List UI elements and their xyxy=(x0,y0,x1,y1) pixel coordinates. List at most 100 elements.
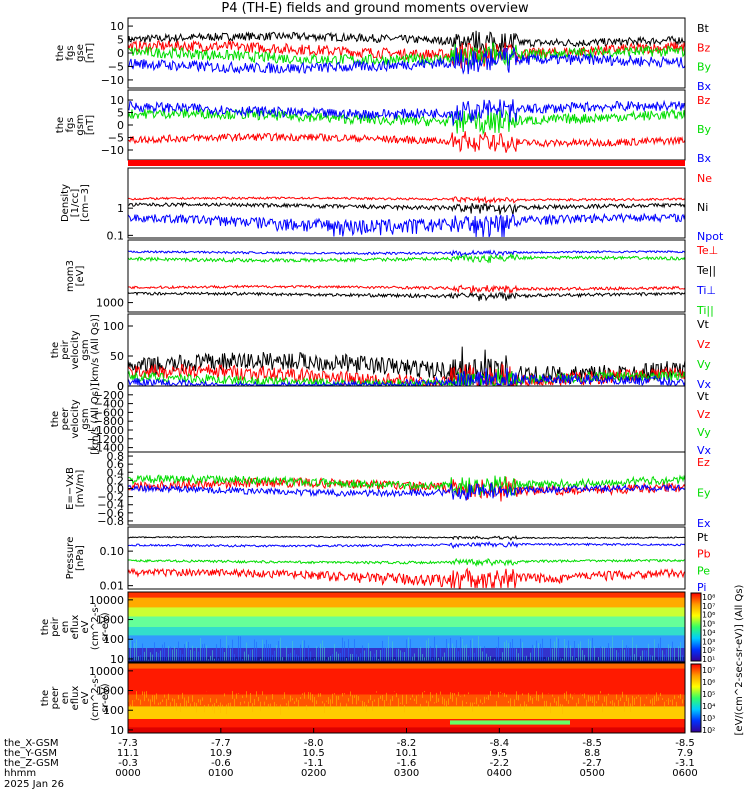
spectrogram-streak xyxy=(422,654,423,661)
colorbar-tick: 10⁴ xyxy=(702,628,715,637)
spectrogram-streak xyxy=(130,704,131,710)
spectrogram-streak xyxy=(462,638,463,661)
spectrogram-streak xyxy=(610,701,611,704)
x-tick-label: 7.9 xyxy=(677,748,693,759)
spectrogram-streak xyxy=(276,645,277,661)
spectrogram-streak xyxy=(402,652,403,661)
spectrogram-streak xyxy=(264,701,265,706)
panel-frame xyxy=(127,526,686,590)
spectrogram-streak xyxy=(326,700,327,702)
spectrogram-streak xyxy=(546,656,547,661)
spectrogram-streak xyxy=(634,654,635,661)
spectrogram-streak xyxy=(382,640,383,661)
colorbar-tick: 10⁷ xyxy=(702,602,715,611)
spectrogram-streak xyxy=(444,652,445,661)
y-axis-label: mom3 xyxy=(65,260,76,292)
colorbar-tick: 10³ xyxy=(702,637,715,646)
series-line-Te⊥ xyxy=(127,284,686,295)
spectrogram-streak xyxy=(518,695,519,701)
y-tick-label: −0.8 xyxy=(97,515,124,528)
spectrogram-streak xyxy=(582,694,583,696)
spectrogram-streak xyxy=(482,702,483,705)
spectrogram-streak xyxy=(584,654,585,661)
legend-Ez: Ez xyxy=(697,456,710,469)
spectrogram-streak xyxy=(526,655,527,661)
spectrogram-streak xyxy=(222,647,223,661)
spectrogram-streak xyxy=(248,654,249,661)
spectrogram-streak xyxy=(472,702,473,712)
spectrogram-streak xyxy=(662,698,663,701)
spectrogram-band xyxy=(128,663,685,670)
spectrogram-streak xyxy=(218,704,219,710)
spectrogram-streak xyxy=(552,648,553,661)
spectrogram-streak xyxy=(480,646,481,661)
spectrogram-streak xyxy=(430,692,431,702)
spectrogram-streak xyxy=(376,691,377,693)
spectrogram-streak xyxy=(226,704,227,715)
x-row-label: hhmm xyxy=(4,768,36,779)
spectrogram-streak xyxy=(600,646,601,661)
spectrogram-streak xyxy=(502,652,503,661)
series-line-Ti⊥ xyxy=(127,249,686,258)
spectrogram-band xyxy=(128,592,685,599)
spectrogram-streak xyxy=(466,644,467,661)
y-tick-label: −800 xyxy=(94,415,124,428)
series-line-Ni xyxy=(127,201,686,216)
spectrogram-streak xyxy=(530,652,531,661)
spectrogram-streak xyxy=(372,656,373,661)
spectrogram-streak xyxy=(524,701,525,711)
spectrogram-streak xyxy=(450,637,451,661)
colorbar-tick: 10² xyxy=(702,726,715,735)
spectrogram-streak xyxy=(280,637,281,661)
spectrogram-streak xyxy=(488,656,489,661)
spectrogram-streak xyxy=(540,643,541,661)
spectrogram-streak xyxy=(146,691,147,698)
spectrogram-streak xyxy=(370,651,371,661)
spectrogram-streak xyxy=(652,655,653,661)
spectrogram-streak xyxy=(626,645,627,661)
spectrogram-streak xyxy=(584,693,585,699)
spectrogram-streak xyxy=(316,700,317,705)
panel-9: 10000 1000 100 10 the peer en eflux eV (cm^2-s-sr… xyxy=(40,662,686,737)
spectrogram-streak xyxy=(308,645,309,661)
spectrogram-streak xyxy=(158,702,159,706)
spectrogram-streak xyxy=(410,639,411,661)
spectrogram-streak xyxy=(464,645,465,661)
spectrogram-streak xyxy=(310,651,311,661)
spectrogram-streak xyxy=(274,701,275,707)
series-line-Bt xyxy=(127,30,686,54)
spectrogram-streak xyxy=(152,654,153,661)
spectrogram-streak xyxy=(514,648,515,661)
legend-Pb: Pb xyxy=(697,548,711,561)
spectrogram-streak xyxy=(590,640,591,661)
spectrogram-streak xyxy=(622,691,623,698)
spectrogram-streak xyxy=(660,692,661,697)
y-tick-label: 1 xyxy=(117,202,124,215)
spectrogram-streak xyxy=(534,645,535,661)
spectrogram-streak xyxy=(148,659,149,661)
spectrogram-streak xyxy=(192,695,193,702)
legend-Vz: Vz xyxy=(697,408,711,421)
spectrogram-streak xyxy=(454,693,455,696)
y-tick-label: 0 xyxy=(117,380,124,393)
panel-frame xyxy=(127,89,686,161)
legend-Bx: Bx xyxy=(697,152,712,165)
spectrogram-streak xyxy=(302,640,303,661)
spectrogram-streak xyxy=(306,704,307,711)
spectrogram-streak xyxy=(640,655,641,661)
x-tick-label: -0.3 xyxy=(118,758,138,769)
spectrogram-streak xyxy=(164,642,165,661)
spectrogram-streak xyxy=(466,702,467,704)
y-tick-label: −5 xyxy=(108,60,124,73)
spectrogram-streak xyxy=(560,657,561,661)
y-axis-label: [nT] xyxy=(85,43,96,63)
spectrogram-streak xyxy=(550,702,551,714)
spectrogram-streak xyxy=(220,702,221,713)
spectrogram-streak xyxy=(438,657,439,661)
spectrogram-streak xyxy=(662,650,663,661)
legend-Pt: Pt xyxy=(697,531,709,544)
series-line-Ey xyxy=(127,474,686,497)
legend-Vx: Vx xyxy=(697,378,712,391)
y-axis-label: [km/s (All Qs)] xyxy=(90,383,101,455)
spectrogram-streak xyxy=(324,646,325,661)
